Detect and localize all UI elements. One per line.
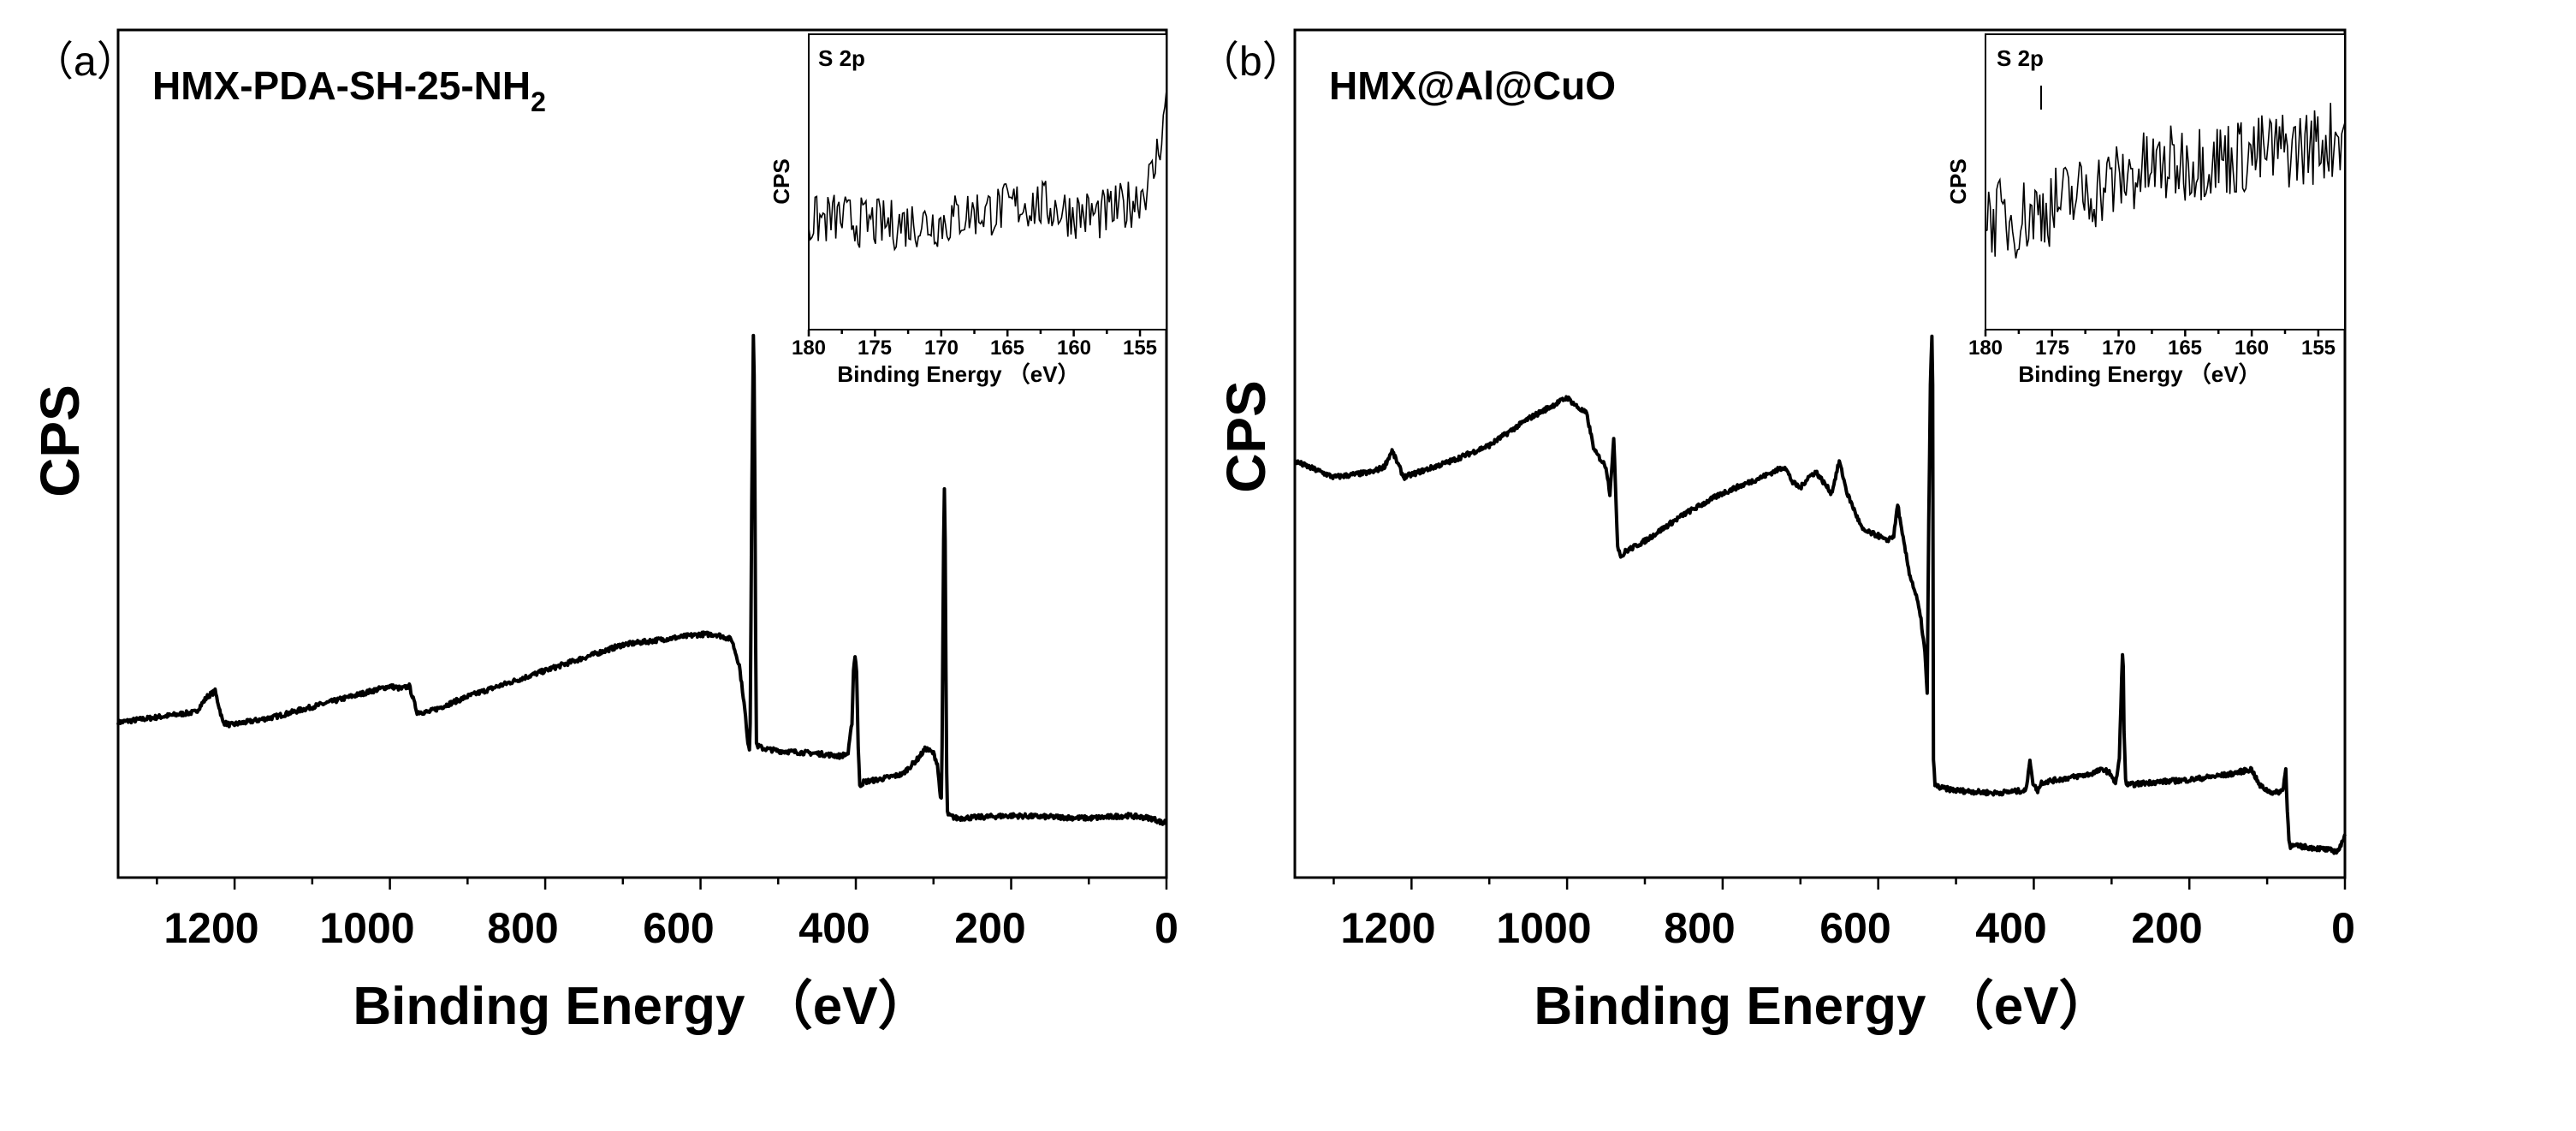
panel-b-tick-800: 800 [1664, 904, 1735, 952]
panel-a-tick-600: 600 [643, 904, 714, 952]
panel-b-inset-tick-labels: 180 175 170 165 160 155 [1968, 336, 2336, 360]
panel-a-tick-200: 200 [954, 904, 1025, 952]
panel-b-letter: （b） [1198, 39, 1303, 85]
panel-a-inset-tick-165: 165 [990, 336, 1024, 360]
panel-b-inset: S 2p CPS 180 175 170 165 160 155 Binding… [1945, 33, 2346, 387]
panel-b-inset-line [1985, 103, 2346, 259]
panel-b-tick-600: 600 [1819, 904, 1890, 952]
panel-b-survey-line [1293, 334, 2347, 855]
panel-b-inset-frame [1985, 33, 2346, 330]
panel-a-inset-frame [808, 33, 1167, 330]
panel-a-sample-label: HMX-PDA-SH-25-NH2 [152, 63, 546, 117]
panel-b-inset-tick-160: 160 [2235, 336, 2269, 360]
panel-b-tick-1200: 1200 [1340, 904, 1435, 952]
panel-a-inset-line [808, 90, 1167, 252]
panel-b-inset-ticks [1984, 330, 2320, 336]
panel-a-inset-tick-175: 175 [858, 336, 892, 360]
panel-a-letter: （a） [33, 39, 138, 85]
panel-b-inset-tick-170: 170 [2102, 336, 2136, 360]
panel-b-tick-0: 0 [2331, 904, 2355, 952]
panel-a-inset-tick-170: 170 [924, 336, 959, 360]
panel-b-x-ticks [1333, 878, 2347, 890]
panel-b-tick-400: 400 [1975, 904, 2046, 952]
panel-a-inset-tick-160: 160 [1057, 336, 1091, 360]
panel-a-tick-1200: 1200 [163, 904, 258, 952]
panel-a-inset-y-label: CPS [769, 158, 794, 204]
panel-a-inset-title: S 2p [818, 45, 865, 71]
panel-b-inset-tick-175: 175 [2035, 336, 2069, 360]
panel-a-tick-1000: 1000 [319, 904, 414, 952]
panel-b-tick-200: 200 [2131, 904, 2202, 952]
panel-a: （a） HMX-PDA-SH-25-NH2 CPS 1200 1000 800 … [29, 28, 1178, 1036]
panel-b-x-tick-labels: 1200 1000 800 600 400 200 0 [1340, 904, 2355, 952]
panel-b-inset-tick-180: 180 [1968, 336, 2003, 360]
panel-b-x-axis-label: Binding Energy （eV） [1534, 976, 2111, 1036]
panel-a-inset: S 2p CPS 180 175 170 165 160 155 Binding… [769, 33, 1167, 387]
panel-a-tick-0: 0 [1154, 904, 1178, 952]
panel-b-inset-x-label: Binding Energy （eV） [2018, 361, 2260, 387]
panel-a-y-axis-label: CPS [29, 384, 91, 497]
panel-a-tick-400: 400 [798, 904, 870, 952]
panel-a-x-axis-label: Binding Energy （eV） [353, 976, 930, 1036]
panel-a-tick-800: 800 [487, 904, 558, 952]
panel-a-survey-line [116, 333, 1168, 826]
panel-b-sample-label: HMX@Al@CuO [1329, 63, 1616, 108]
panel-b-inset-y-label: CPS [1945, 158, 1971, 204]
panel-b-y-axis-label: CPS [1215, 380, 1277, 493]
panel-b-inset-tick-155: 155 [2301, 336, 2336, 360]
panel-b-inset-tick-165: 165 [2168, 336, 2202, 360]
panel-a-x-ticks [156, 878, 1168, 890]
panel-b-axes-frame [1293, 28, 2347, 879]
panel-a-inset-x-label: Binding Energy （eV） [837, 361, 1079, 387]
panel-b: （b） HMX@Al@CuO CPS 1200 1000 800 600 400… [1198, 28, 2355, 1036]
panel-a-inset-tick-labels: 180 175 170 165 160 155 [792, 336, 1157, 360]
panel-b-tick-1000: 1000 [1496, 904, 1591, 952]
panel-a-axes-frame [116, 28, 1168, 879]
panel-a-x-tick-labels: 1200 1000 800 600 400 200 0 [163, 904, 1178, 952]
panel-a-inset-tick-155: 155 [1123, 336, 1157, 360]
panel-a-inset-tick-180: 180 [792, 336, 826, 360]
panel-b-inset-title: S 2p [1997, 45, 2044, 71]
panel-a-inset-ticks [807, 330, 1142, 336]
